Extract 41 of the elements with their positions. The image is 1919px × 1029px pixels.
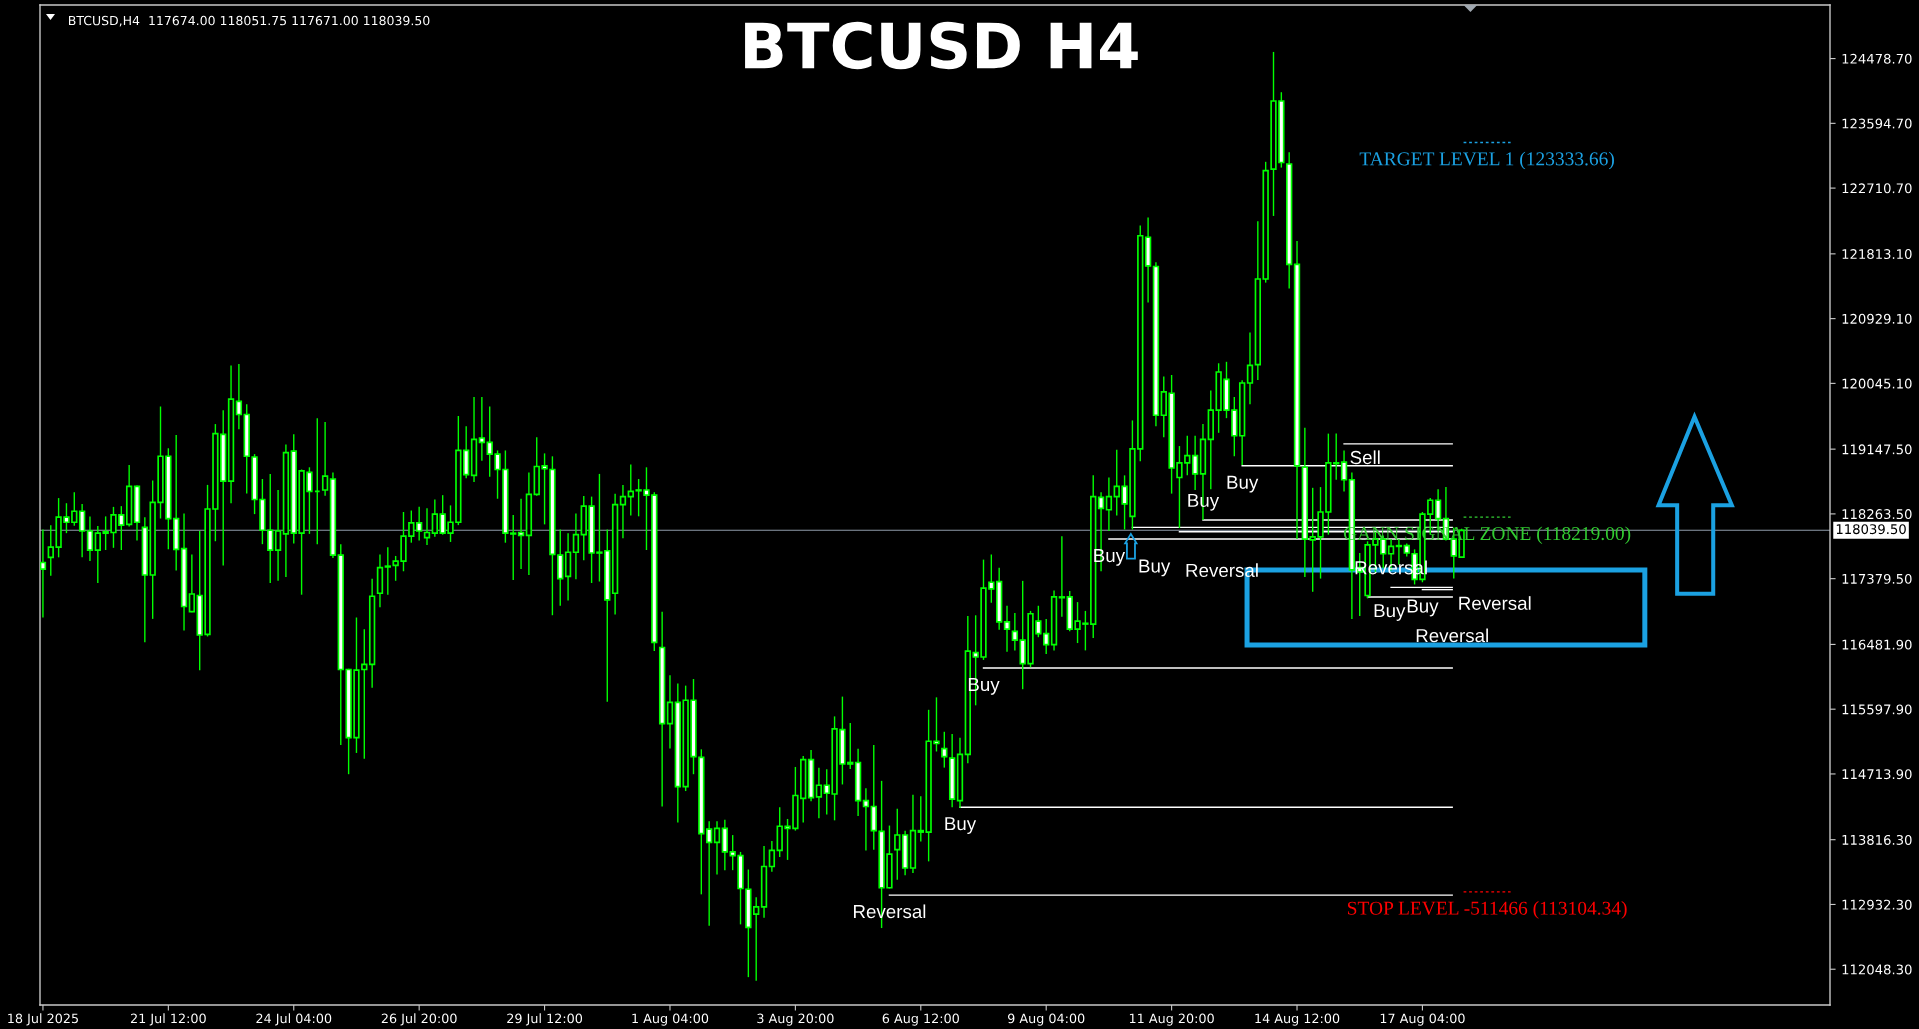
x-tick-label: 18 Jul 2025: [8, 1013, 78, 1026]
annotation: Buy: [1407, 599, 1439, 617]
x-tick-label: 17 Aug 04:00: [1380, 1013, 1465, 1026]
annotation: BTCUSD,H4 117674.00 118051.75 117671.00 118039.50: [69, 15, 430, 27]
y-tick-label: 119147.50: [1842, 444, 1912, 455]
y-tick-label: 121813.10: [1842, 249, 1912, 260]
y-tick-label: 122710.70: [1842, 183, 1912, 194]
annotation: Reversal: [1416, 628, 1488, 643]
x-tick-label: 9 Aug 04:00: [1007, 1013, 1085, 1026]
annotation: Buy: [1374, 604, 1406, 621]
annotation: Buy: [1227, 475, 1259, 493]
ref-line-label: 118039.50: [1836, 524, 1906, 535]
x-tick-label: 21 Jul 12:00: [130, 1013, 206, 1026]
annotation: Sell: [1350, 450, 1380, 465]
y-tick-label: 115597.90: [1842, 704, 1912, 715]
y-tick-label: 120045.10: [1842, 378, 1912, 389]
chart-title: BTCUSD H4: [745, 21, 1138, 70]
annotation: Buy: [1139, 559, 1171, 577]
x-tick-label: 3 Aug 20:00: [757, 1013, 834, 1026]
x-tick-label: 6 Aug 12:00: [882, 1013, 959, 1026]
x-tick-label: 26 Jul 20:00: [381, 1013, 457, 1026]
annotation: Reversal: [1459, 596, 1531, 610]
y-tick-label: 123594.70: [1842, 118, 1912, 129]
y-tick-label: 117379.50: [1842, 573, 1912, 584]
y-tick-label: 118263.50: [1842, 509, 1912, 520]
series-label: STOP LEVEL -511466 (113104.34): [1347, 901, 1627, 919]
y-tick-label: 116481.90: [1842, 639, 1912, 650]
annotation: Buy: [945, 817, 977, 834]
x-tick-label: 14 Aug 12:00: [1255, 1013, 1340, 1026]
x-tick-label: 29 Jul 12:00: [507, 1013, 583, 1026]
annotation: Reversal: [1186, 563, 1258, 578]
y-tick-label: 124478.70: [1842, 53, 1912, 64]
y-tick-label: 120929.10: [1842, 313, 1912, 324]
series-label: TARGET LEVEL 1 (123333.66): [1359, 151, 1614, 170]
x-tick-label: 11 Aug 20:00: [1129, 1013, 1214, 1026]
y-tick-label: 112048.30: [1842, 964, 1912, 975]
y-tick-label: 114713.90: [1842, 769, 1912, 780]
x-tick-label: 24 Jul 04:00: [256, 1013, 332, 1026]
x-tick-label: 1 Aug 04:00: [632, 1013, 709, 1026]
y-tick-label: 113816.30: [1842, 834, 1912, 845]
y-tick-label: 112932.30: [1842, 899, 1912, 910]
